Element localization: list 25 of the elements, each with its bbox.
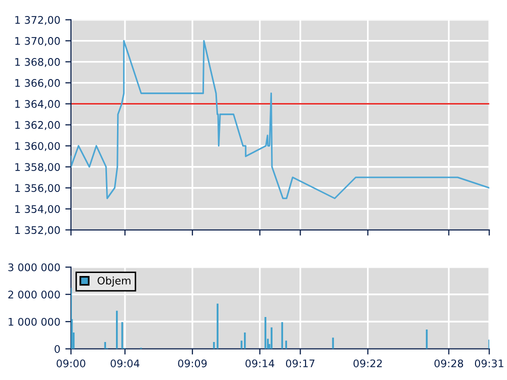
y-tick-label: 1 356,00 bbox=[15, 184, 60, 194]
y-tick-label: 1 358,00 bbox=[15, 163, 60, 172]
y-tick-label: 0 bbox=[54, 345, 60, 353]
x-tick-label: 09:22 bbox=[354, 359, 382, 368]
x-tick-label: 09:28 bbox=[434, 359, 464, 368]
x-tick-label: 09:14 bbox=[246, 359, 274, 368]
legend-label: Objem bbox=[98, 276, 130, 287]
x-tick-label: 09:04 bbox=[110, 359, 140, 368]
y-tick-label: 1 000 000 bbox=[8, 318, 60, 326]
y-tick-label: 2 000 000 bbox=[8, 290, 60, 298]
y-tick-label: 1 354,00 bbox=[15, 205, 60, 214]
y-tick-label: 1 370,00 bbox=[15, 37, 60, 46]
y-tick-label: 1 372,00 bbox=[15, 16, 60, 25]
y-tick-label: 1 360,00 bbox=[15, 142, 60, 152]
x-tick-label: 09:31 bbox=[474, 359, 504, 368]
x-tick-label: 09:17 bbox=[286, 359, 314, 368]
y-tick-label: 1 352,00 bbox=[15, 226, 60, 236]
y-tick-label: 1 368,00 bbox=[15, 58, 60, 67]
y-tick-label: 1 364,00 bbox=[15, 100, 60, 109]
x-tick-label: 09:09 bbox=[178, 359, 207, 368]
line-series bbox=[70, 40, 490, 200]
y-tick-label: 1 362,00 bbox=[15, 121, 60, 130]
x-tick-label: 09:00 bbox=[56, 359, 86, 368]
y-tick-label: 3 000 000 bbox=[8, 263, 60, 272]
y-tick-label: 1 366,00 bbox=[15, 79, 60, 88]
